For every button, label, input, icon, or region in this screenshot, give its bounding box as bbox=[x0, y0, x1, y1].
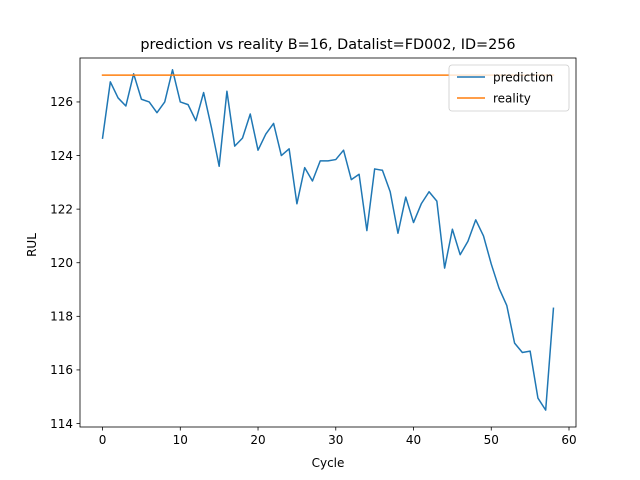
x-tick-label: 40 bbox=[406, 433, 421, 447]
y-tick-label: 116 bbox=[50, 363, 73, 377]
x-tick-label: 20 bbox=[250, 433, 265, 447]
y-tick-label: 120 bbox=[50, 256, 73, 270]
x-tick-label: 30 bbox=[328, 433, 343, 447]
x-tick-label: 50 bbox=[484, 433, 499, 447]
legend-label-prediction: prediction bbox=[493, 70, 553, 84]
series-line-prediction bbox=[101, 69, 555, 411]
y-tick-label: 122 bbox=[50, 202, 73, 216]
x-tick-label: 60 bbox=[561, 433, 576, 447]
y-tick-label: 124 bbox=[50, 149, 73, 163]
y-tick-label: 126 bbox=[50, 95, 73, 109]
y-axis-label: RUL bbox=[25, 233, 39, 257]
x-tick-label: 10 bbox=[173, 433, 188, 447]
y-tick-label: 114 bbox=[50, 417, 73, 431]
y-tick-label: 118 bbox=[50, 310, 73, 324]
legend-label-reality: reality bbox=[493, 91, 531, 105]
x-tick-label: 0 bbox=[99, 433, 107, 447]
chart-title: prediction vs reality B=16, Datalist=FD0… bbox=[140, 37, 515, 53]
x-axis-label: Cycle bbox=[312, 456, 345, 470]
legend: prediction reality bbox=[448, 64, 570, 112]
axes-frame bbox=[79, 57, 577, 428]
plot-area: 0 10 20 30 40 50 60 114 116 118 120 122 124 126 bbox=[50, 57, 577, 447]
